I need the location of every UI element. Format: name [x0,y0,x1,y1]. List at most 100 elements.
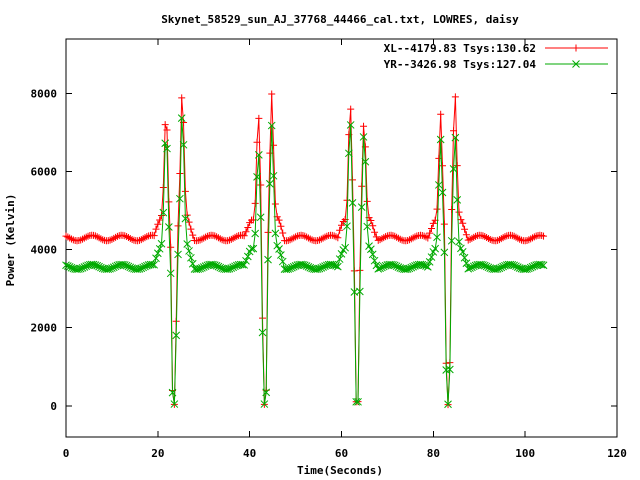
data-point [288,263,296,272]
data-point [433,205,441,213]
data-point [63,262,72,270]
legend-swatch-marker [572,44,580,52]
data-point [251,199,259,207]
data-point [354,397,362,406]
data-point [122,261,131,270]
data-point [460,253,469,262]
data-point [439,162,447,170]
data-point [243,252,252,261]
chart-title: Skynet_58529_sun_AJ_37768_44466_cal.txt,… [161,13,519,26]
x-axis: 0 20 40 60 80 100 120 [63,39,627,460]
data-point [268,90,276,98]
data-point [360,122,368,130]
x-tick-label: 0 [63,447,70,460]
data-point [181,214,190,223]
data-point [495,264,504,273]
data-point [264,255,272,264]
y-tick-label: 6000 [31,166,58,179]
data-point [277,251,285,259]
data-point [438,188,447,197]
data-point [526,263,535,272]
data-point [78,264,87,272]
series-layer [62,90,548,409]
data-point [178,94,186,102]
data-point [458,247,467,256]
data-point [497,263,506,272]
x-axis-label: Time(Seconds) [297,464,383,477]
data-point [334,234,342,242]
data-point [159,183,167,191]
data-point [177,114,186,122]
data-point [348,199,357,207]
data-point [139,263,147,272]
y-tick-label: 0 [50,400,57,413]
data-point [198,264,206,272]
data-point [286,236,294,244]
data-point [369,222,377,230]
data-point [451,93,459,101]
data-point [176,194,184,203]
data-point [251,229,260,238]
data-point [466,264,474,272]
data-point [425,258,434,266]
data-point [330,232,338,240]
data-point [84,232,92,240]
data-point [253,173,261,181]
series-markers [62,114,548,409]
data-point [480,261,489,270]
data-point [152,254,160,263]
data-point [124,262,133,271]
data-point [227,264,236,272]
data-point [179,140,188,149]
data-point [174,250,182,259]
data-point [159,208,168,217]
data-point [212,261,221,270]
data-point [155,244,164,253]
data-point [344,149,353,158]
data-point [368,250,377,259]
data-point [455,208,463,216]
data-point [538,231,546,239]
x-tick-label: 100 [515,447,535,460]
data-point [512,262,520,271]
data-point [461,225,469,233]
data-point [332,261,340,270]
data-point [450,127,458,135]
data-point [170,400,179,408]
data-point [446,365,454,374]
data-point [189,231,197,239]
series-1 [62,90,548,409]
data-point [255,114,263,122]
x-tick-label: 40 [243,447,256,460]
data-point [333,262,342,271]
data-point [253,138,261,146]
data-point [429,219,437,227]
data-point [455,237,463,246]
data-point [164,223,173,231]
data-point [167,243,175,251]
data-point [264,228,272,236]
data-point [371,228,379,236]
data-point [336,226,344,234]
data-point [346,121,355,129]
data-point [323,232,331,240]
data-point [537,260,546,269]
data-point [254,151,263,159]
y-tick-label: 2000 [31,322,58,335]
data-point [187,225,195,233]
data-point [203,232,211,240]
data-point [244,224,252,232]
legend-swatch-marker [572,60,580,68]
data-point [462,259,471,268]
data-point [275,216,283,224]
data-point [240,261,249,269]
data-point [165,198,173,206]
data-point [157,239,166,248]
data-point [168,388,177,397]
series-line [65,118,544,405]
data-point [370,256,379,265]
data-point [185,247,193,255]
data-point [266,179,274,188]
data-point [109,263,118,272]
